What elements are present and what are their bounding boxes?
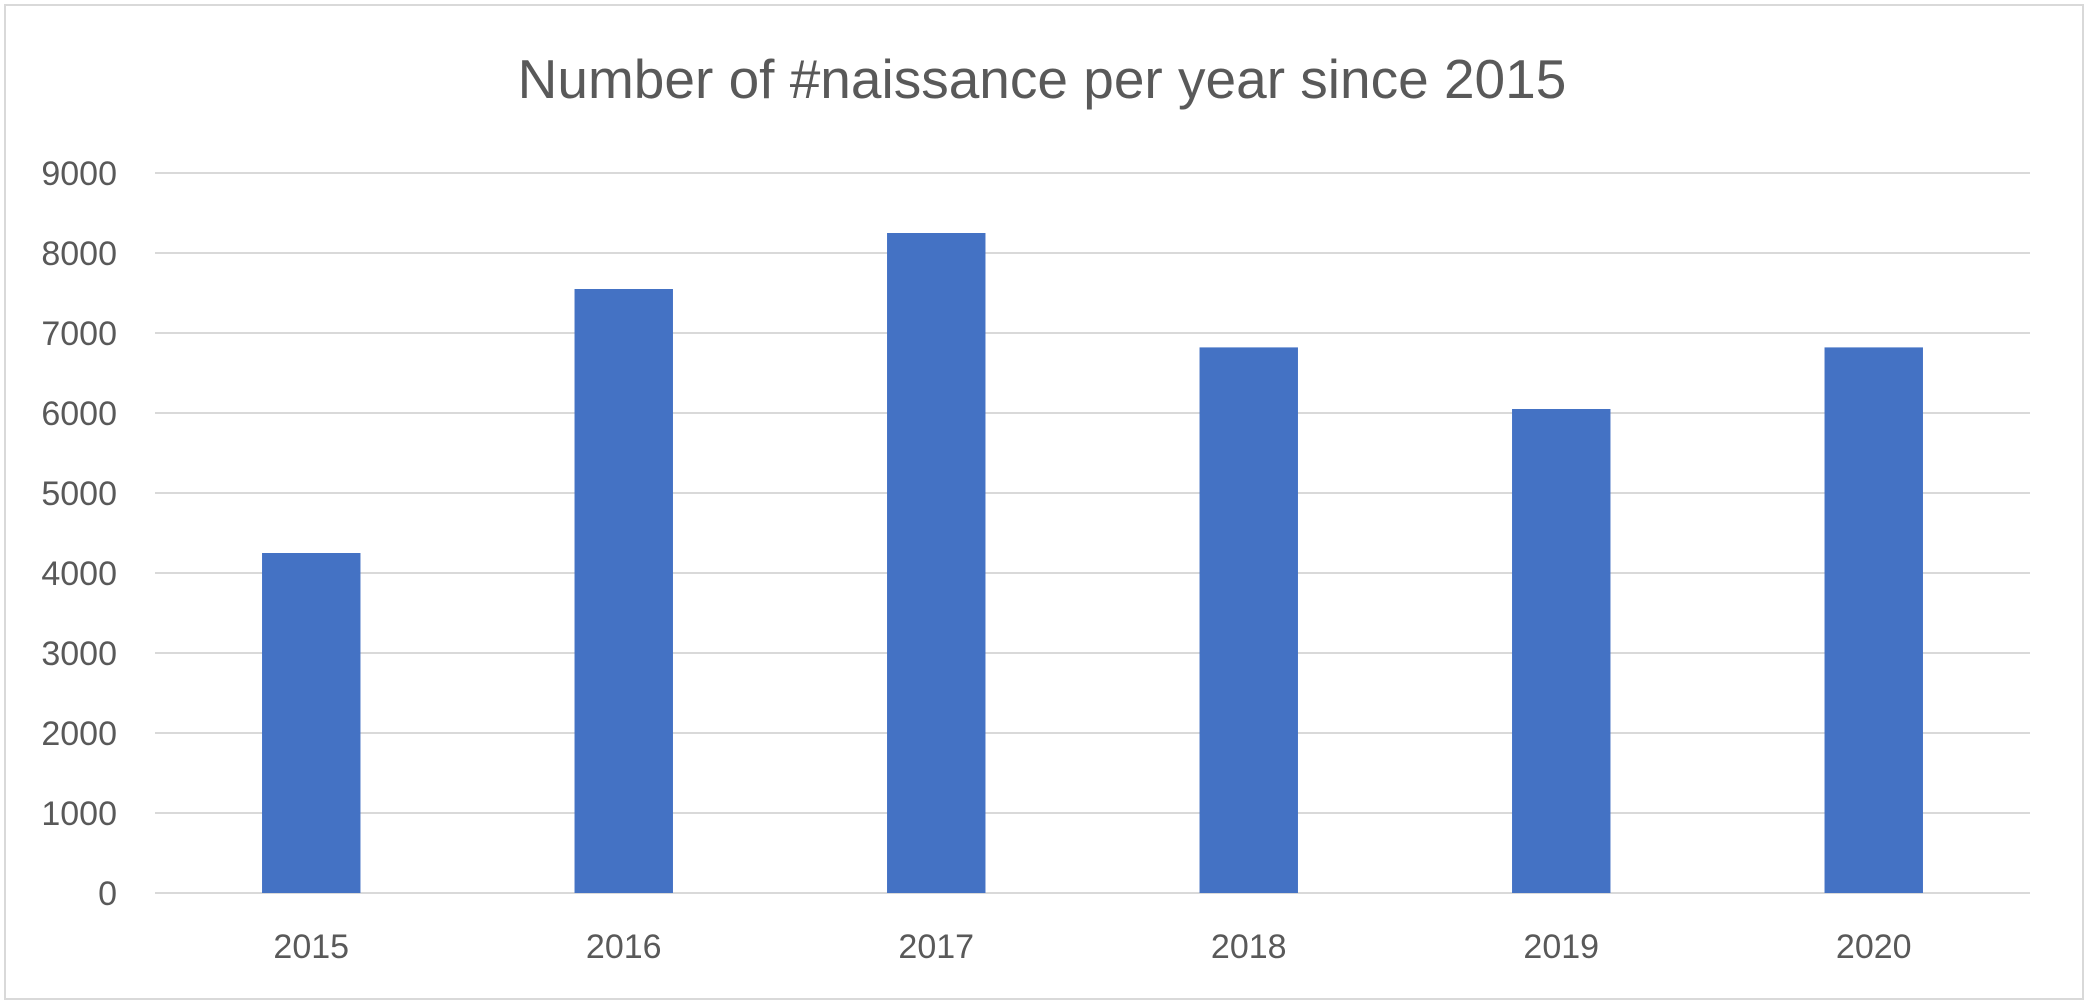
- y-tick-label: 6000: [41, 395, 117, 433]
- gridlines: [155, 172, 2030, 894]
- x-tick-label: 2016: [586, 928, 662, 966]
- bar-2018: [1199, 347, 1298, 893]
- y-tick-label: 8000: [41, 235, 117, 273]
- bar-2019: [1512, 409, 1611, 893]
- bar-2016: [574, 289, 673, 893]
- x-tick-label: 2019: [1523, 928, 1599, 966]
- y-tick-label: 7000: [41, 315, 117, 353]
- chart-title: Number of #naissance per year since 2015: [518, 48, 1567, 110]
- bar-2017: [887, 233, 986, 893]
- bars: [262, 233, 1923, 893]
- y-tick-label: 3000: [41, 635, 117, 673]
- y-tick-label: 1000: [41, 795, 117, 833]
- x-tick-label: 2015: [273, 928, 349, 966]
- bar-2015: [262, 553, 361, 893]
- y-tick-label: 0: [98, 875, 117, 913]
- x-axis-tick-labels: 2015 2016 2017 2018 2019 2020: [273, 928, 1911, 966]
- x-tick-label: 2018: [1211, 928, 1287, 966]
- x-tick-label: 2020: [1836, 928, 1912, 966]
- y-tick-label: 4000: [41, 555, 117, 593]
- bar-2020: [1824, 347, 1923, 893]
- x-tick-label: 2017: [898, 928, 974, 966]
- y-tick-label: 5000: [41, 475, 117, 513]
- y-axis-tick-labels: 0 1000 2000 3000 4000 5000 6000 7000 8000 9000: [41, 155, 117, 913]
- y-tick-label: 9000: [41, 155, 117, 193]
- y-tick-label: 2000: [41, 715, 117, 753]
